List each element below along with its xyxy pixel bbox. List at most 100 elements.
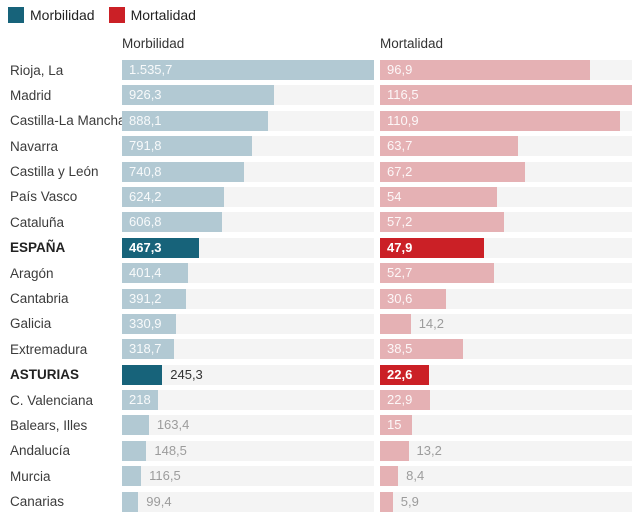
mortalidad-bar: [380, 313, 411, 334]
morbilidad-cell: 318,7: [122, 339, 380, 360]
mortalidad-track: 15: [380, 415, 632, 436]
mortalidad-track: 30,6: [380, 288, 632, 309]
mortalidad-cell: 52,7: [380, 263, 632, 284]
morbilidad-cell: 740,8: [122, 161, 380, 182]
mortalidad-bar: [380, 466, 399, 487]
morbilidad-track: 606,8: [122, 212, 374, 233]
morbilidad-track: 218: [122, 390, 374, 411]
region-label: Balears, Illes: [10, 417, 88, 433]
table-row: Extremadura 318,7 38,5: [0, 339, 632, 360]
morbilidad-cell: 163,4: [122, 415, 380, 436]
mortalidad-cell: 63,7: [380, 136, 632, 157]
morbilidad-value: 740,8: [129, 163, 162, 179]
mortalidad-track: 52,7: [380, 263, 632, 284]
morbilidad-value: 391,2: [129, 290, 162, 306]
morbilidad-track: 624,2: [122, 186, 374, 207]
column-header-mortalidad: Mortalidad: [380, 36, 444, 51]
morbilidad-cell: 116,5: [122, 466, 380, 487]
morbilidad-bar: [122, 60, 374, 80]
mortalidad-bar: [380, 136, 518, 157]
mortalidad-cell: 30,6: [380, 288, 632, 309]
mortalidad-value: 5,9: [400, 493, 419, 509]
region-label: País Vasco: [10, 189, 78, 205]
morbilidad-track: 318,7: [122, 339, 374, 360]
morbilidad-value: 624,2: [129, 188, 162, 204]
mortalidad-bar: [380, 415, 413, 436]
mortalidad-bar: [380, 85, 632, 106]
morbilidad-bar: [122, 85, 274, 106]
mortalidad-value: 13,2: [416, 442, 442, 458]
legend-item-mortalidad: Mortalidad: [108, 7, 196, 23]
morbilidad-track: 926,3: [122, 85, 374, 106]
morbilidad-cell: 330,9: [122, 313, 380, 334]
morbilidad-value: 791,8: [129, 138, 162, 154]
mortalidad-value: 14,2: [418, 315, 445, 331]
morbilidad-cell: 926,3: [122, 85, 380, 106]
morbilidad-bar: [122, 161, 244, 182]
morbilidad-cell: 245,3: [122, 364, 380, 385]
morbilidad-track: 1.535,7: [122, 60, 374, 80]
table-row: Galicia 330,9 14,2: [0, 313, 632, 334]
mortalidad-track: 57,2: [380, 212, 632, 233]
morbilidad-track: 467,3: [122, 237, 374, 258]
morbilidad-bar: [122, 415, 149, 436]
morbilidad-track: 245,3: [122, 364, 374, 385]
region-label: Murcia: [10, 468, 51, 484]
mortalidad-track: 96,9: [380, 60, 632, 80]
mortalidad-cell: 116,5: [380, 85, 632, 106]
mortalidad-track: 110,9: [380, 110, 632, 131]
mortalidad-value: 63,7: [387, 138, 413, 154]
mortalidad-cell: 22,6: [380, 364, 632, 385]
table-row: Andalucía 148,5 13,2: [0, 440, 632, 461]
mortalidad-cell: 14,2: [380, 313, 632, 334]
morbilidad-bar: [122, 313, 177, 334]
morbilidad-track: 791,8: [122, 136, 374, 157]
region-label: Canarias: [10, 494, 65, 510]
table-row: Navarra 791,8 63,7: [0, 136, 632, 157]
morbilidad-bar: [122, 390, 158, 411]
mortalidad-cell: 57,2: [380, 212, 632, 233]
column-header-morbilidad: Morbilidad: [122, 36, 185, 51]
morbilidad-bar: [122, 288, 187, 309]
mortalidad-cell: 5,9: [380, 491, 632, 512]
morbilidad-swatch-icon: [8, 7, 24, 23]
morbilidad-bar: [122, 237, 199, 258]
mortalidad-value: 22,6: [387, 366, 413, 382]
mortalidad-bar: [380, 212, 504, 233]
region-label: ESPAÑA: [10, 240, 66, 256]
morbilidad-bar: [122, 466, 142, 487]
morbilidad-value: 318,7: [129, 341, 162, 357]
morbilidad-bar: [122, 339, 175, 360]
mortalidad-track: 54: [380, 186, 632, 207]
table-row: Castilla y León 740,8 67,2: [0, 161, 632, 182]
table-row: País Vasco 624,2 54: [0, 186, 632, 207]
morbilidad-value: 467,3: [129, 239, 162, 255]
table-row: Cataluña 606,8 57,2: [0, 212, 632, 233]
mortalidad-track: 22,9: [380, 390, 632, 411]
morbilidad-cell: 791,8: [122, 136, 380, 157]
table-row: Castilla-La Mancha 888,1 110,9: [0, 110, 632, 131]
morbilidad-value: 148,5: [154, 442, 187, 458]
mortalidad-value: 96,9: [387, 62, 413, 77]
region-label: Galicia: [10, 316, 52, 332]
morbilidad-cell: 99,4: [122, 491, 380, 512]
morbilidad-bar: [122, 440, 147, 461]
morbilidad-cell: 148,5: [122, 440, 380, 461]
mortalidad-value: 47,9: [387, 239, 413, 255]
mortalidad-value: 57,2: [387, 214, 413, 230]
mortalidad-value: 67,2: [387, 163, 413, 179]
mortalidad-track: 67,2: [380, 161, 632, 182]
morbilidad-value: 245,3: [170, 366, 203, 382]
morbilidad-bar: [122, 491, 139, 512]
mortalidad-cell: 15: [380, 415, 632, 436]
morbilidad-value: 401,4: [129, 265, 162, 281]
mortalidad-bar: [380, 491, 393, 512]
morbilidad-track: 99,4: [122, 491, 374, 512]
mortalidad-bar: [380, 288, 447, 309]
morbilidad-bar: [122, 263, 188, 284]
mortalidad-track: 63,7: [380, 136, 632, 157]
mortalidad-swatch-icon: [108, 7, 125, 23]
mortalidad-bar: [380, 161, 526, 182]
table-row: Madrid 926,3 116,5: [0, 85, 632, 106]
morbilidad-bar: [122, 212, 222, 233]
